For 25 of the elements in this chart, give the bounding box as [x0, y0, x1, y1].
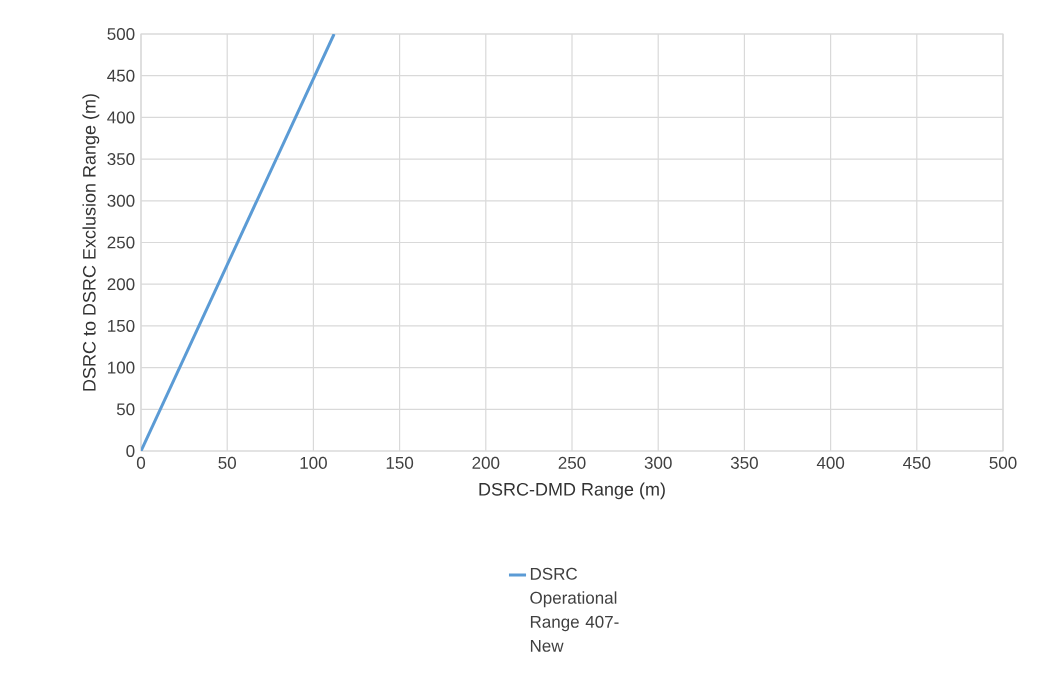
- y-tick-label: 0: [126, 444, 135, 458]
- x-tick-label: 450: [903, 456, 931, 469]
- x-tick-label: 100: [300, 456, 327, 469]
- legend-label: DSRC Operational Range 407-New: [530, 567, 619, 652]
- y-tick-label: 300: [107, 194, 135, 207]
- x-tick-label: 250: [558, 456, 586, 469]
- x-tick-label: 50: [218, 456, 236, 469]
- y-axis-title: DSRC to DSRC Exclusion Range (m): [82, 94, 100, 391]
- y-tick-label: 400: [107, 111, 135, 124]
- x-tick-label: 300: [644, 456, 672, 469]
- y-tick-label: 350: [107, 153, 135, 166]
- x-tick-label: 200: [472, 456, 500, 469]
- y-tick-label: 50: [116, 403, 135, 416]
- y-tick-label: 200: [107, 278, 135, 291]
- x-tick-label: 150: [386, 456, 414, 469]
- x-tick-label: 0: [136, 456, 146, 469]
- y-tick-label: 250: [107, 236, 135, 249]
- y-tick-label: 100: [108, 361, 135, 374]
- x-tick-label: 400: [816, 456, 845, 469]
- x-tick-label: 350: [730, 456, 758, 469]
- y-tick-label: 450: [107, 69, 135, 82]
- y-tick-label: 150: [108, 319, 135, 332]
- x-tick-label: 500: [989, 456, 1017, 469]
- x-axis-title: DSRC-DMD Range (m): [479, 482, 665, 500]
- y-tick-label: 500: [107, 27, 135, 41]
